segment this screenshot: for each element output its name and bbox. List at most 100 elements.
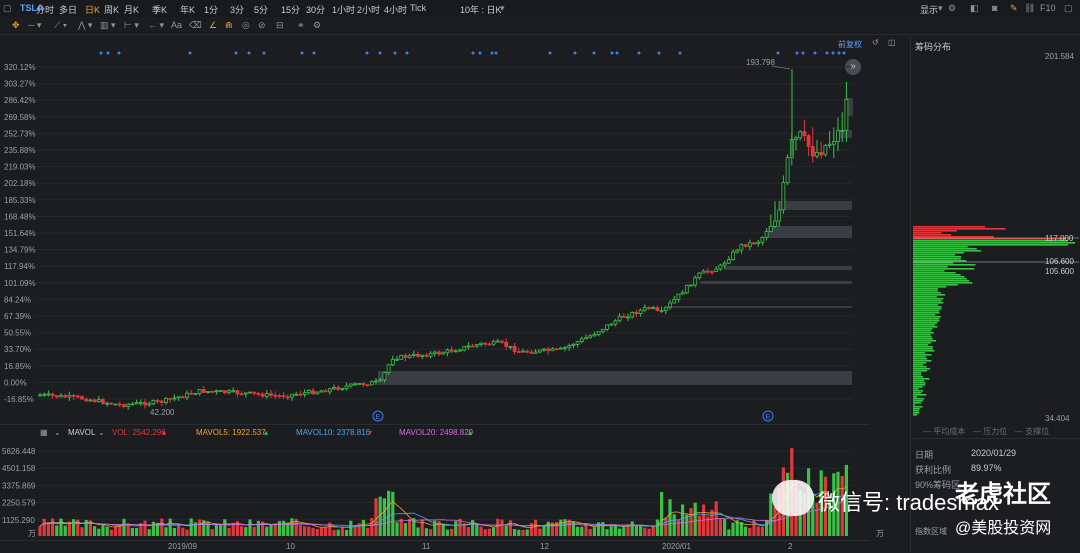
date-value: 2020/01/29 [971,448,1017,458]
volume-bar [118,524,122,536]
volume-bar [588,528,592,536]
magnet-icon[interactable]: ⋒ [225,20,233,30]
chip-bar [913,344,929,346]
chip-bar [913,354,932,356]
volume-chart[interactable]: 5626.4485626.4484501.1584501.1583375.869… [0,440,870,540]
chip-bar [913,314,936,316]
link-icon[interactable]: ⚭ [297,20,305,30]
display-menu[interactable]: 显示 [920,5,939,15]
candle-body [592,334,597,337]
volume-bar [639,525,643,536]
volume-bar [206,522,210,536]
pen-icon[interactable]: ✎ [1010,3,1018,13]
candle-body [54,395,59,398]
candle-body [550,348,555,352]
volume-bar [101,523,105,536]
candle-body [437,351,441,355]
settings-icon[interactable]: ⚙ [313,20,322,30]
window-icon[interactable]: ▢ [1064,3,1073,13]
collapse-icon[interactable]: ▦ [40,428,48,437]
arrow-icon[interactable]: ← ▾ [148,20,165,30]
volume-bar [471,519,475,536]
timeframe-tab-10[interactable]: 15分 [281,5,301,15]
chevron-down-icon[interactable]: ▾ [938,3,943,13]
timeframe-tab-12[interactable]: 1小时 [332,5,356,15]
delete-icon[interactable]: ⊟ [276,20,284,30]
gear-icon[interactable]: ⚙ [948,3,957,13]
timeframe-tab-5[interactable]: 季K [152,5,168,15]
crosshair-icon[interactable]: ✥ [12,20,20,30]
channel-icon[interactable]: ▥ ▾ [100,20,116,30]
reset-icon[interactable]: ↺ [872,38,879,47]
volume-bar [303,526,307,536]
chevron-down-icon[interactable]: ▾ [500,3,505,13]
earnings-marker-label: E [766,414,771,421]
timeframe-tab-7[interactable]: 1分 [204,5,219,15]
pencil-icon[interactable]: ∠ [209,20,218,30]
chip-bar [913,374,922,376]
trendline-icon[interactable]: ⟋ ▾ [54,20,68,30]
left-axis-tick: 16.85% [4,362,31,371]
volume-bar [525,529,529,536]
polyline-icon[interactable]: ⋀ ▾ [78,20,93,30]
timeframe-tab-2[interactable]: 日K [85,5,101,15]
timeframe-tab-3[interactable]: 周K [104,5,120,15]
text-tool[interactable]: Aa [171,20,183,30]
chevron-down-icon[interactable]: ⌄ [98,428,105,437]
low-label: 42.200 [150,408,175,417]
candle-body [218,390,223,392]
candle-body [684,284,689,294]
timeframe-tab-1[interactable]: 多日 [59,5,78,15]
indicator-name[interactable]: MAVOL [68,428,96,437]
measure-icon[interactable]: ⊢ ▾ [124,20,139,30]
timeframe-tab-6[interactable]: 年K [180,5,196,15]
candle-body [80,396,84,400]
chip-bar [913,266,948,268]
indicator-icon[interactable]: ◧ [970,3,979,13]
candle-body [298,393,303,396]
f10-icon[interactable]: F10 [1040,3,1056,13]
chip-distribution-panel: 筹码分布 201.584 117.000 106.600 105.600 34.… [910,36,1080,552]
timeframe-tab-4[interactable]: 月K [124,5,140,15]
candle-body [273,394,278,397]
volume-bar [613,525,617,536]
link-icon[interactable]: ⛓ [1024,3,1036,13]
scroll-right-button[interactable]: » [845,59,861,75]
candle-body [151,400,156,405]
event-dot [365,51,369,55]
range-selector[interactable]: 10年 : 日K [460,5,502,15]
timeframe-tab-11[interactable]: 30分 [306,5,326,15]
ticker-label[interactable]: TSLA [20,3,44,13]
chevron-down-icon[interactable]: ⌄ [54,428,61,437]
chip-bar [913,306,942,308]
lock-icon[interactable]: ⊘ [258,20,266,30]
timeframe-tab-0[interactable]: 分时 [36,5,55,15]
chip-bar [913,300,942,302]
timeframe-tab-9[interactable]: 5分 [254,5,269,15]
symbol-box-icon[interactable]: ▢ [3,3,12,13]
chip-bar [913,276,965,278]
expand-icon[interactable]: ◫ [888,38,896,47]
event-dot [117,51,121,55]
candle-body [214,390,219,393]
candle-body [613,320,618,325]
volume-bar [479,526,483,536]
event-dot [300,51,304,55]
eye-icon[interactable]: ◎ [242,20,250,30]
candle-body [50,393,55,396]
line-icon[interactable]: ─ ▾ [28,20,42,30]
volume-left-tick: 3375.869 [2,481,36,490]
candlestick-chart[interactable]: 320.12%194.390303.27%186.594286.42%178.7… [0,36,870,422]
camera-icon[interactable]: ◙ [992,3,998,13]
timeframe-tab-8[interactable]: 3分 [230,5,245,15]
eraser-icon[interactable]: ⌫ [189,20,202,30]
profit-value: 89.97% [971,463,1002,473]
timeframe-tab-14[interactable]: 4小时 [384,5,408,15]
candle-body [378,379,383,382]
volume-bar [735,520,739,536]
adjust-mode[interactable]: 前复权 [838,40,862,49]
candle-body [172,397,177,400]
candle-body [533,351,538,354]
timeframe-tab-15[interactable]: Tick [410,3,427,13]
timeframe-tab-13[interactable]: 2小时 [357,5,381,15]
